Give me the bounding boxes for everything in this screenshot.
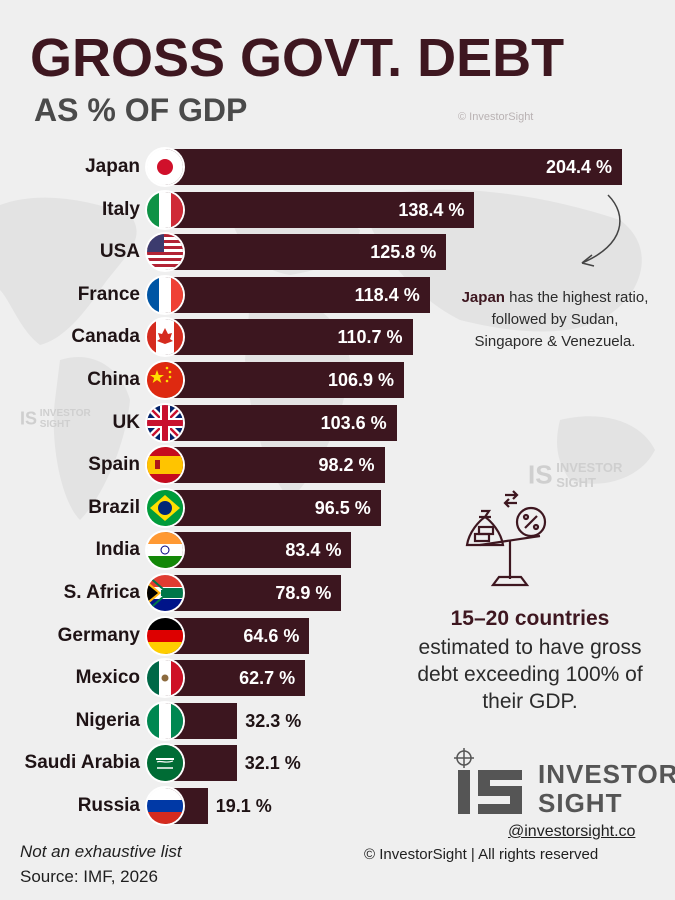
country-label: Brazil [88,496,140,518]
country-label: Russia [77,795,140,816]
watermark-top: © InvestorSight [458,111,534,123]
brazil-flag [147,489,183,526]
germany-flag [147,617,183,654]
country-label: France [77,283,140,305]
value-label: 118.4 % [354,284,420,305]
bar: 62.7 % [165,660,306,697]
bar-row: Russia 19.1 % [0,787,675,825]
bar: 64.6 % [165,617,310,654]
bar: 204.4 % [165,149,622,185]
bar: 78.9 % [165,575,342,611]
not-exhaustive-note: Not an exhaustive list [20,842,182,861]
investorsight-logo-icon [454,748,522,814]
bar: 138.4 % [165,191,475,228]
bar-row: India 83.4 % [0,531,675,569]
south-africa-flag [147,575,183,611]
country-label: Japan [85,156,140,177]
bar-row: China 106.9 % [0,361,675,399]
brand-name: INVESTOR SIGHT [538,759,675,818]
bar-row: USA 125.8 % [0,233,675,271]
copyright-text: © InvestorSight | All rights reserved [364,846,599,863]
value-label: 98.2 % [318,455,375,476]
country-label: USA [99,241,140,263]
bar-row: Saudi Arabia 32.1 % [0,744,675,782]
value-label: 106.9 % [327,370,394,390]
callout-headline: 15–20 countries [450,607,610,630]
saudi-arabia-flag [147,745,183,782]
country-label: Saudi Arabia [24,752,140,774]
social-handle-link[interactable]: @investorsight.co [508,823,636,840]
bar-row: Japan 204.4 % [0,148,675,186]
spain-flag [147,447,183,484]
bar: 98.2 % [165,447,385,484]
value-label: 83.4 % [285,540,342,561]
bar-row: Italy 138.4 % [0,191,675,229]
value-label: 204.4 % [545,157,612,177]
bar-row: Brazil 96.5 % [0,489,675,527]
bar-row: Germany 64.6 % [0,617,675,655]
bar: 103.6 % [165,404,397,441]
curved-arrow-icon [581,194,621,267]
bar-row: France 118.4 % [0,276,675,314]
usa-flag [147,234,183,271]
country-label: Mexico [75,667,140,689]
bar: 106.9 % [165,362,404,398]
bar: 125.8 % [165,234,447,271]
france-flag [147,276,183,313]
country-label: China [87,369,140,390]
country-label: S. Africa [63,582,140,603]
bar-row: Canada 110.7 % [0,318,675,356]
callout-text: estimated to have gross debt exceeding 1… [417,636,643,713]
country-label: Canada [71,326,140,348]
bar: 118.4 % [165,276,430,313]
italy-flag [147,191,183,228]
china-flag [147,362,183,398]
bar-row: Nigeria 32.3 % [0,702,675,740]
japan-flag [147,149,183,185]
value-label: 78.9 % [275,583,332,603]
bar-row: UK 103.6 % [0,404,675,442]
bar: 83.4 % [165,532,352,569]
value-label: 103.6 % [320,412,387,433]
value-label: 64.6 % [243,625,300,646]
country-label: Germany [57,624,140,646]
country-label: Nigeria [75,709,140,731]
value-label: 110.7 % [337,327,403,348]
value-label: 32.1 % [244,753,301,774]
country-label: Spain [88,454,140,476]
country-label: Italy [101,198,140,220]
canada-flag [147,319,183,356]
india-flag [147,532,183,569]
value-label: 96.5 % [314,497,371,518]
is-logo-icon: IS [528,459,553,490]
value-label: 32.3 % [245,710,302,731]
chart-title: GROSS GOVT. DEBT [30,28,565,88]
russia-flag [147,788,183,824]
watermark-logo-left: IS INVESTOR SIGHT [20,408,91,430]
bar: 96.5 % [165,489,381,526]
value-label: 138.4 % [398,199,465,220]
bar: 110.7 % [165,319,413,356]
value-label: 125.8 % [370,242,437,263]
nigeria-flag [147,702,183,739]
uk-flag [147,404,183,441]
bar-row: S. Africa 78.9 % [0,574,675,612]
is-logo-icon: IS [20,408,38,429]
value-label: 62.7 % [239,668,296,689]
mexico-flag [147,660,183,697]
value-label: 19.1 % [215,796,272,816]
source-note: Source: IMF, 2026 [20,867,158,886]
country-label: India [95,539,140,561]
country-label: UK [112,411,140,433]
debt-scale-icon [465,490,547,587]
chart-subtitle: AS % OF GDP [34,92,248,128]
watermark-logo-right: IS INVESTOR SIGHT [528,459,623,490]
bar-row: Spain 98.2 % [0,446,675,484]
highest-ratio-note: Japan has the highest ratio, followed by… [461,289,649,350]
bar-row: Mexico 62.7 % [0,659,675,697]
